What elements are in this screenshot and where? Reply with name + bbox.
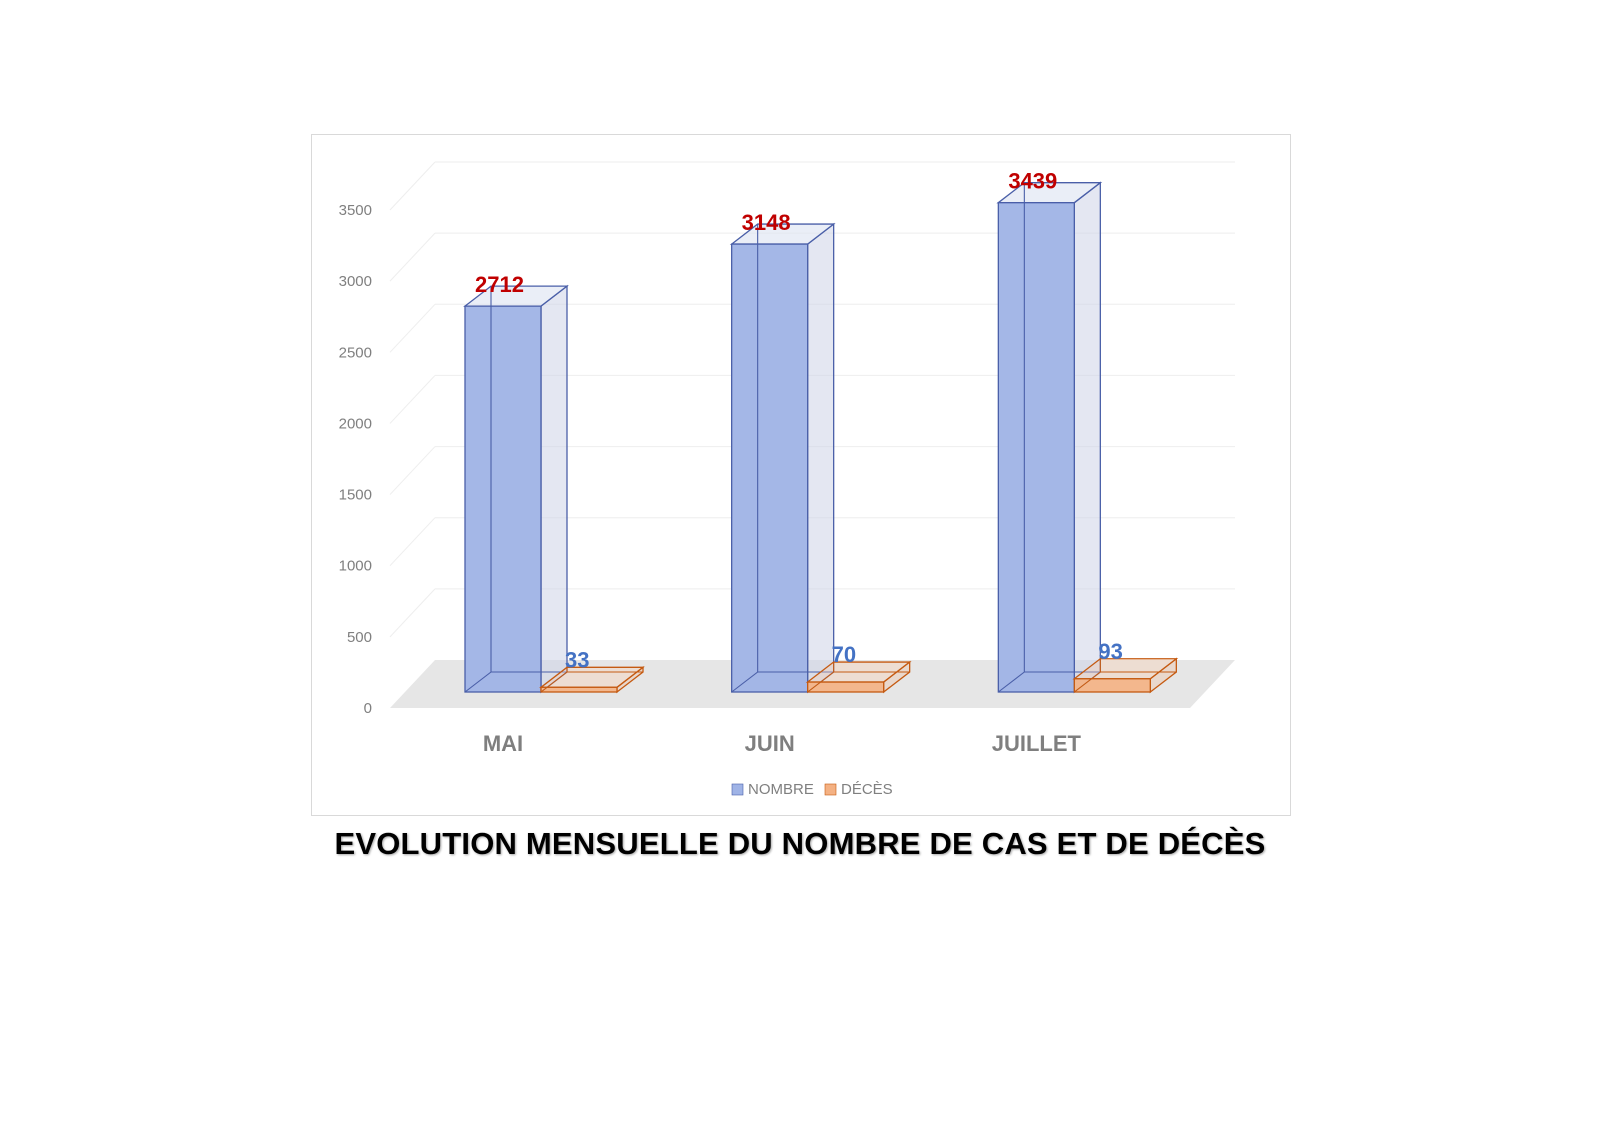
data-label: 93 xyxy=(1098,639,1122,664)
bars xyxy=(463,181,1179,694)
y-tick-label: 1000 xyxy=(339,558,372,575)
bar-nombre-juillet xyxy=(996,181,1103,694)
gridline-depth-500 xyxy=(389,588,436,638)
bar-nombre-juin-front xyxy=(731,243,809,693)
bar-nombre-mai xyxy=(463,284,569,694)
y-tick-label: 2500 xyxy=(339,344,372,361)
gridline-depth-1000 xyxy=(389,517,436,567)
x-tick-label: JUIN xyxy=(745,731,795,756)
bar-nombre-juillet-front xyxy=(997,202,1075,693)
legend: NOMBRE DÉCÈS xyxy=(731,781,893,798)
bar-nombre-mai-side xyxy=(540,284,568,694)
bar-dcs-mai xyxy=(539,665,645,694)
x-axis-ticks: MAI JUIN JUILLET xyxy=(483,731,1082,756)
gridline-depth-3500 xyxy=(389,161,436,211)
bar-dcs-juillet xyxy=(1072,657,1179,694)
y-tick-label: 3000 xyxy=(339,273,372,290)
y-axis-ticks: 0 500 1000 1500 2000 2500 3000 3500 xyxy=(339,202,372,717)
data-label: 3148 xyxy=(742,210,791,235)
data-label: 70 xyxy=(832,642,856,667)
bar-dcs-juin xyxy=(805,660,912,694)
legend-swatch xyxy=(731,783,744,796)
gridline-depth-1500 xyxy=(389,446,436,495)
gridline-depth-2000 xyxy=(389,375,436,424)
data-labels: 2712 33 3148 70 3439 93 xyxy=(475,169,1123,673)
bar-nombre-juillet-side xyxy=(1073,181,1101,694)
x-tick-label: JUILLET xyxy=(992,731,1082,756)
data-label: 2712 xyxy=(475,272,524,297)
legend-label: DÉCÈS xyxy=(841,781,893,798)
gridline-depth-2500 xyxy=(389,303,436,353)
bar-nombre-juin-side xyxy=(807,222,835,694)
bar-dcs-juillet-front xyxy=(1073,678,1151,693)
bar-dcs-juin-front xyxy=(807,681,885,693)
bar-dcs-mai-front xyxy=(540,686,618,693)
bar-nombre-mai-front xyxy=(464,305,542,693)
data-label: 33 xyxy=(565,647,589,672)
gridline-depth-3000 xyxy=(389,232,436,282)
y-tick-label: 3500 xyxy=(339,202,372,219)
legend-label: NOMBRE xyxy=(748,781,814,798)
data-label: 3439 xyxy=(1008,169,1057,194)
y-tick-label: 0 xyxy=(364,700,372,717)
y-tick-label: 1500 xyxy=(339,487,372,504)
chart-title: EVOLUTION MENSUELLE DU NOMBRE DE CAS ET … xyxy=(334,826,1266,861)
bar-nombre-juin xyxy=(729,222,836,694)
x-tick-label: MAI xyxy=(483,731,523,756)
y-tick-label: 500 xyxy=(347,629,372,646)
y-tick-label: 2000 xyxy=(339,415,372,432)
gridlines xyxy=(389,161,1235,638)
legend-swatch xyxy=(824,783,837,796)
